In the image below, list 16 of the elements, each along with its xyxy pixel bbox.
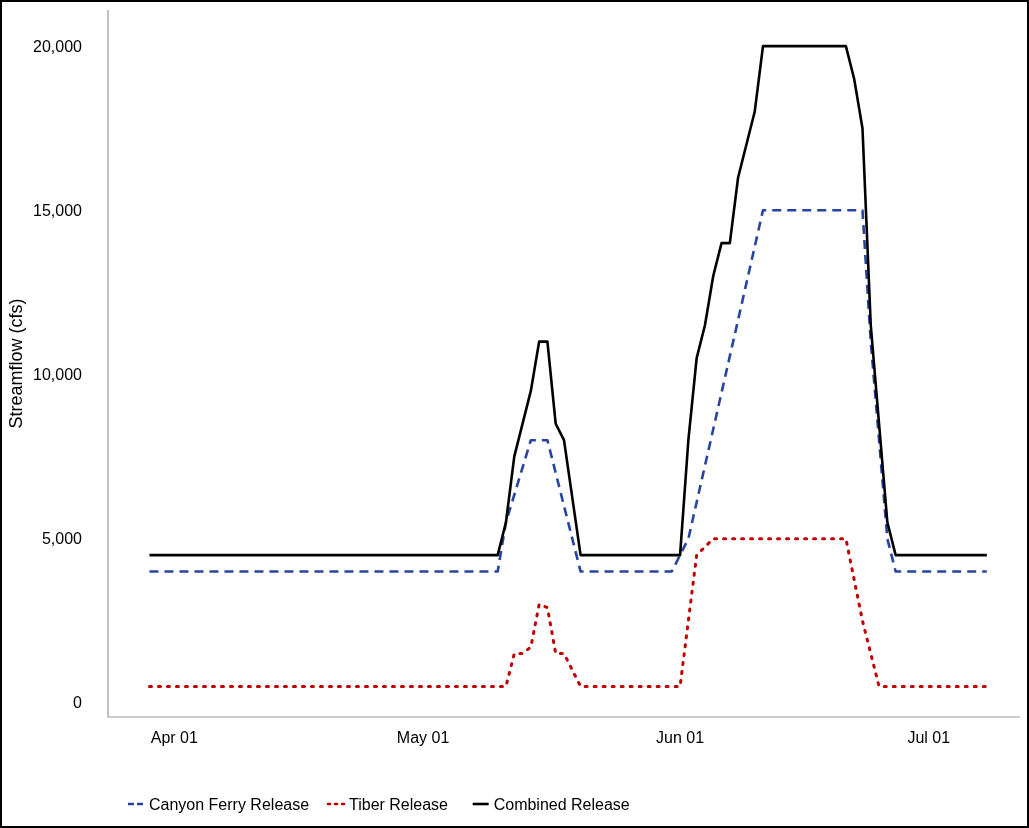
y-tick-label: 10,000 <box>33 366 83 384</box>
y-tick-label: 20,000 <box>33 37 83 55</box>
y-tick-label: 0 <box>73 694 83 712</box>
legend-label: Canyon Ferry Release <box>149 795 310 813</box>
line-series <box>148 44 989 557</box>
line-series <box>148 209 989 573</box>
y-tick-label: 5,000 <box>41 530 83 548</box>
x-tick-label: Jun 01 <box>656 729 705 746</box>
x-tick-label: Jul 01 <box>907 729 951 746</box>
legend-label: Tiber Release <box>349 795 449 813</box>
x-tick-label: Apr 01 <box>150 729 198 746</box>
line-series <box>147 537 989 688</box>
y-tick-label: 15,000 <box>33 201 83 219</box>
y-axis-title: Streamflow (cfs) <box>6 298 26 429</box>
x-tick-label: May 01 <box>396 729 450 746</box>
legend-label: Combined Release <box>493 795 630 813</box>
